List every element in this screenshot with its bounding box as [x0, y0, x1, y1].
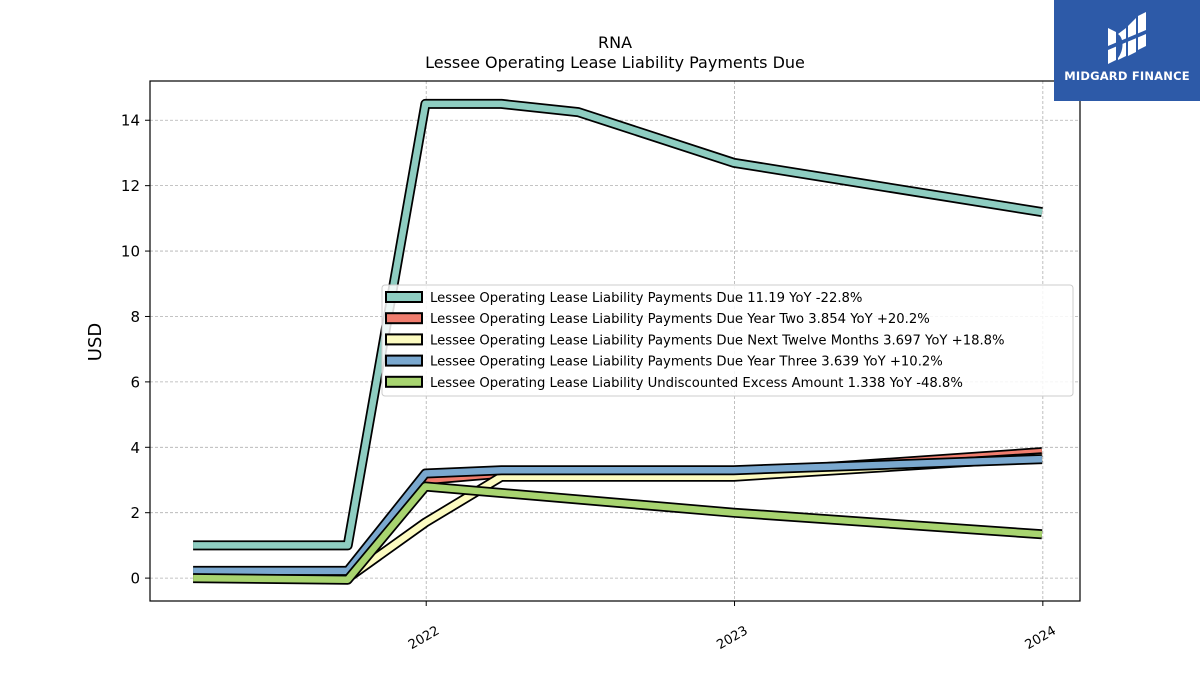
- y-tick-label: 6: [130, 373, 140, 391]
- brand-name: MIDGARD FINANCE: [1064, 69, 1190, 83]
- series-4: [193, 454, 1043, 576]
- legend-label: Lessee Operating Lease Liability Undisco…: [430, 376, 963, 391]
- series-3: [193, 452, 1043, 584]
- legend-items: Lessee Operating Lease Liability Payment…: [385, 291, 1005, 391]
- y-axis: 0 2 4 6 8 10 12 14: [121, 112, 150, 588]
- chart-subtitle: Lessee Operating Lease Liability Payment…: [425, 53, 805, 72]
- series-1: [193, 98, 1043, 551]
- y-tick-label: 12: [121, 177, 140, 195]
- chart-title: RNA: [598, 33, 632, 52]
- legend-swatch: [385, 333, 423, 346]
- legend-swatch: [385, 375, 423, 388]
- midgard-logo-icon: [1108, 12, 1146, 64]
- legend-label: Lessee Operating Lease Liability Payment…: [430, 291, 862, 306]
- plot-area-frame: [149, 80, 1081, 602]
- y-tick-label: 14: [121, 112, 140, 130]
- series-line: [193, 483, 1043, 583]
- x-tick-label: 2022: [406, 623, 442, 653]
- legend: Lessee Operating Lease Liability Payment…: [381, 284, 1074, 397]
- legend-swatch: [385, 291, 423, 303]
- brand-logo: MIDGARD FINANCE: [1054, 0, 1200, 101]
- series-line: [193, 453, 1043, 582]
- series-line: [193, 455, 1043, 575]
- y-tick-label: 2: [130, 504, 140, 522]
- legend-item: Lessee Operating Lease Liability Payment…: [385, 291, 862, 306]
- legend-swatch: [385, 354, 423, 367]
- legend-item: Lessee Operating Lease Liability Payment…: [385, 333, 1005, 348]
- legend-label: Lessee Operating Lease Liability Payment…: [430, 333, 1005, 348]
- x-tick-label: 2023: [714, 623, 750, 653]
- series-5: [193, 481, 1043, 585]
- y-axis-label: USD: [85, 323, 106, 361]
- legend-item: Lessee Operating Lease Liability Undisco…: [385, 375, 963, 391]
- x-tick-label: 2024: [1023, 623, 1059, 653]
- y-tick-label: 0: [130, 570, 140, 588]
- legend-label: Lessee Operating Lease Liability Payment…: [430, 355, 943, 370]
- y-tick-label: 10: [121, 243, 140, 261]
- y-tick-label: 4: [130, 439, 140, 457]
- legend-swatch: [385, 312, 423, 325]
- x-axis: 2022 2023 2024: [406, 601, 1059, 653]
- legend-frame: [381, 284, 1074, 397]
- series-lines: [193, 98, 1043, 585]
- legend-item: Lessee Operating Lease Liability Payment…: [385, 354, 943, 370]
- series-line: [193, 100, 1043, 549]
- legend-item: Lessee Operating Lease Liability Payment…: [385, 312, 930, 327]
- y-tick-label: 8: [130, 308, 140, 326]
- legend-label: Lessee Operating Lease Liability Payment…: [430, 312, 930, 327]
